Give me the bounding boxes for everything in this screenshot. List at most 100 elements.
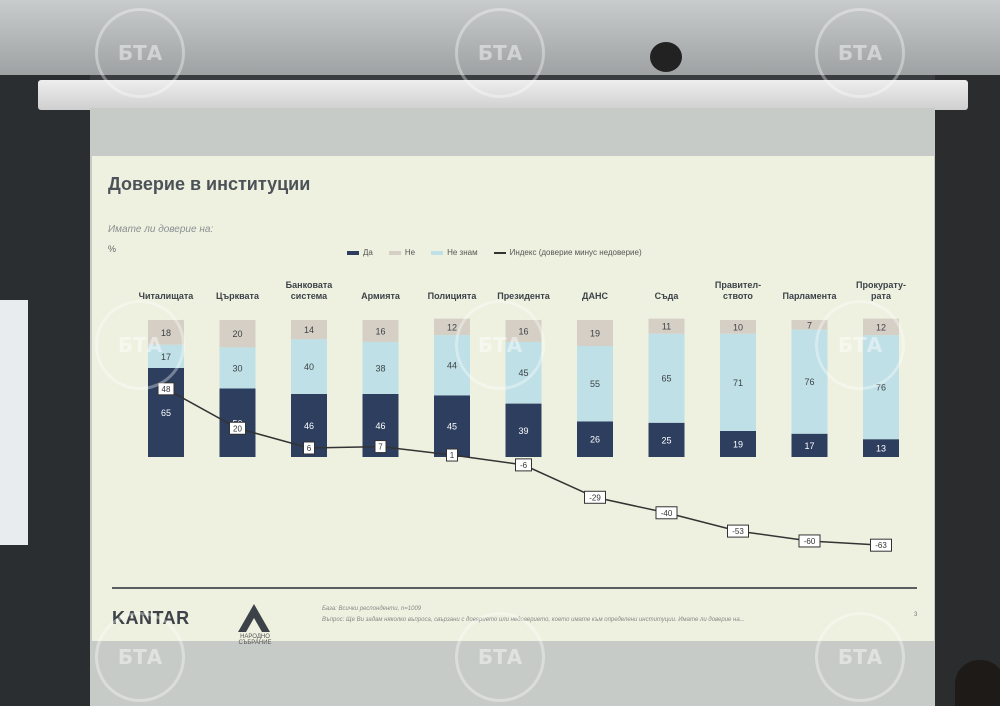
data-label: 71 (733, 378, 743, 388)
legend-item-index: Индекс (доверие минус недоверие) (493, 248, 642, 257)
category-label: Армията (361, 291, 401, 301)
data-label: 20 (232, 329, 242, 339)
category-label: Правител- (715, 280, 761, 290)
index-label: 6 (307, 444, 312, 453)
data-label: 13 (876, 444, 886, 454)
legend-item-yes: Да (347, 248, 373, 257)
bar-segment (219, 347, 256, 389)
watermark-logo: БТА (455, 8, 545, 98)
data-label: 76 (804, 377, 814, 387)
page-number: 3 (914, 612, 918, 618)
bar-segment (434, 395, 470, 457)
category-label: Читалищата (139, 291, 195, 301)
data-label: 7 (807, 320, 812, 330)
data-label: 46 (375, 421, 385, 431)
index-label: -63 (875, 541, 887, 550)
index-label: -53 (732, 527, 744, 536)
index-label: -40 (661, 509, 673, 518)
slide-title: Доверие в институции (108, 174, 311, 194)
legend-swatch-no (388, 250, 401, 255)
index-label: 1 (450, 451, 455, 460)
data-label: 65 (661, 374, 671, 384)
question-text: Имате ли доверие на: (108, 224, 214, 235)
data-label: 19 (590, 329, 600, 339)
legend-label-dont-know: Не знам (447, 248, 478, 257)
bar-segment (791, 433, 828, 457)
watermark-logo: БТА (815, 300, 905, 390)
index-label: 48 (162, 385, 171, 394)
data-label: 55 (590, 379, 600, 389)
index-point (870, 538, 892, 552)
data-label: 30 (232, 363, 242, 373)
watermark-logo: БТА (95, 8, 185, 98)
index-label: 20 (233, 424, 242, 433)
index-point (303, 441, 315, 455)
chart-legend: Да Не Не знам Индекс (доверие минус недо… (347, 248, 642, 257)
partner-logo-text: НАРОДНО СЪБРАНИЕ (238, 634, 272, 646)
legend-swatch-yes (347, 250, 359, 255)
unit-label: % (108, 244, 117, 254)
category-label: ството (723, 291, 753, 301)
bar-segment (648, 422, 685, 457)
index-point (229, 421, 246, 435)
data-label: 17 (804, 441, 814, 451)
question-note: Въпрос: Ще Ви задам няколко въпроса, свъ… (322, 617, 745, 623)
data-label: 76 (876, 383, 886, 393)
category-label: рата (871, 291, 892, 301)
data-label: 16 (375, 326, 385, 336)
index-label: -60 (804, 537, 816, 546)
parliament-logo-icon (238, 604, 270, 632)
data-label: 10 (733, 322, 743, 332)
category-label: Съда (655, 291, 680, 301)
category-label: Президента (497, 291, 551, 301)
data-label: 65 (161, 408, 171, 418)
legend-swatch-dont-know (431, 250, 444, 255)
security-camera (650, 42, 682, 72)
bar-segment (577, 346, 613, 422)
legend-item-dont-know: Не знам (431, 248, 478, 257)
data-label: 44 (447, 361, 457, 371)
legend-label-index: Индекс (доверие минус недоверие) (509, 248, 642, 257)
bar-segment (577, 421, 613, 457)
data-label: 19 (733, 439, 743, 449)
watermark-logo: БТА (95, 300, 185, 390)
legend-item-no: Не (388, 248, 416, 257)
index-point (798, 534, 821, 548)
legend-label-yes: Да (363, 248, 373, 257)
bar-segment (720, 333, 756, 431)
data-label: 40 (304, 362, 314, 372)
bar-segment (362, 320, 399, 342)
category-label: Прокурату- (856, 280, 906, 290)
data-label: 12 (447, 322, 457, 332)
watermark-logo: БТА (95, 612, 185, 702)
bar-segment (648, 333, 685, 423)
category-label: Полицията (428, 291, 478, 301)
base-note: База: Всички респонденти, n=1009 (322, 606, 422, 612)
bar-segment (791, 320, 828, 330)
bar-segment (648, 318, 685, 334)
audience-person (955, 660, 1000, 706)
index-label: 7 (378, 443, 383, 452)
data-label: 26 (590, 435, 600, 445)
data-label: 38 (375, 363, 385, 373)
bar-segment (863, 439, 899, 457)
category-label: система (291, 291, 328, 301)
legend-label-no: Не (404, 248, 416, 257)
bar-segment (720, 320, 756, 334)
index-point (374, 440, 387, 454)
bar-segment (362, 341, 399, 394)
index-point (446, 448, 458, 462)
presentation-slide: Доверие в институции Имате ли доверие на… (92, 156, 934, 646)
watermark-logo: БТА (455, 300, 545, 390)
data-label: 39 (518, 426, 528, 436)
watermark-logo: БТА (455, 612, 545, 702)
right-wall (935, 75, 1000, 706)
index-label: -6 (520, 461, 528, 470)
data-label: 46 (304, 421, 314, 431)
watermark-logo: БТА (815, 612, 905, 702)
watermark-logo: БТА (815, 8, 905, 98)
data-label: 45 (447, 422, 457, 432)
index-point (515, 458, 532, 472)
category-label: Парламента (783, 291, 838, 301)
category-label: ДАНС (582, 291, 608, 301)
